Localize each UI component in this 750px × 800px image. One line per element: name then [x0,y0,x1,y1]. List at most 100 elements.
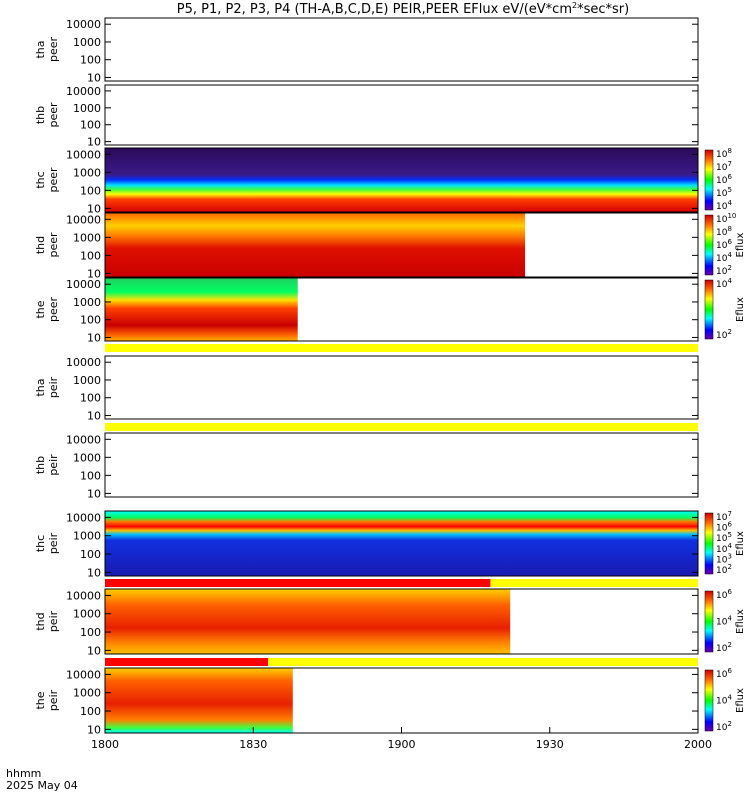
status-bar-segment [490,579,698,587]
panel-frame [104,277,699,342]
y-tick-label: 10000 [66,668,101,681]
y-tick-label: 10000 [66,85,101,98]
colorbar [704,149,714,211]
y-tick-label: 100 [80,184,101,197]
y-tick-label: 100 [80,54,101,67]
panel-label-type: peir [47,532,60,554]
status-bar-segment [105,344,698,352]
panel-frame [104,432,699,498]
time-axis: 1800 1830 1900 1930 2000 [91,727,712,751]
colorbar-tick-label: 104 [716,277,732,290]
colorbar-label: Eflux [735,297,746,322]
time-axis-label: hhmm [6,767,41,780]
status-bar [105,658,698,666]
panel-frame [104,147,699,213]
panel-label-type: peir [47,454,60,476]
panel-frame [104,212,699,278]
colorbar-tick-label: 1010 [716,212,736,225]
panel-thb-peir: 10 100 1000 10000 thb peir [34,432,699,500]
panel-label-probe: the [34,691,47,709]
panel-thc-peir: 10 100 1000 10000 thc peir 102103104105106107E… [34,510,746,579]
panel-label-probe: thd [34,236,47,254]
spectrogram-data [105,278,298,341]
y-tick-label: 10 [87,409,101,422]
colorbar-tick-label: 108 [716,147,732,160]
status-bar-segment [268,658,698,666]
x-tick-label: 2000 [684,738,712,751]
y-tick-label: 100 [80,548,101,561]
panel-label-type: peir [47,376,60,398]
panel-frame [104,84,699,146]
y-tick-label: 1000 [73,687,101,700]
y-tick-label: 1000 [73,608,101,621]
spectrogram-data [105,589,511,654]
colorbar-tick-label: 105 [716,531,732,544]
colorbar-tick-label: 102 [716,563,732,576]
y-tick-label: 1000 [73,231,101,244]
x-tick-label: 1800 [91,738,119,751]
y-tick-label: 1000 [73,451,101,464]
colorbar-label: Eflux [735,609,746,634]
colorbar-tick-label: 106 [716,173,732,186]
colorbar-tick-label: 104 [716,615,732,628]
colorbar [704,214,714,276]
panel-label-type: peer [47,102,60,128]
x-tick-label: 1900 [388,738,416,751]
panel-tha-peir: 10 100 1000 10000 tha peir [34,355,699,422]
panel-frame [104,355,699,420]
colorbar [704,590,714,653]
panel-frame [104,510,699,577]
x-tick-label: 1930 [536,738,564,751]
y-tick-label: 10 [87,487,101,500]
y-tick-label: 10 [87,566,101,579]
y-tick-label: 10000 [66,278,101,291]
y-tick-label: 10 [87,71,101,84]
panel-label-type: peir [47,689,60,711]
status-bar [105,423,698,431]
colorbar-tick-label: 107 [716,510,732,523]
y-tick-label: 1000 [73,102,101,115]
colorbar-label: Eflux [735,232,746,257]
panel-label-type: peer [47,232,60,258]
y-tick-label: 10000 [66,511,101,524]
colorbar-tick-label: 108 [716,225,732,238]
y-tick-label: 1000 [73,166,101,179]
spectrogram-data [105,511,698,576]
colorbar-tick-label: 104 [716,251,732,264]
panel-label-probe: thb [34,456,47,474]
colorbar-tick-label: 102 [716,264,732,277]
status-bar [105,344,698,352]
y-tick-label: 100 [80,314,101,327]
panel-label-probe: the [34,300,47,318]
colorbar-tick-label: 105 [716,186,732,199]
panel-frame [104,588,699,655]
y-tick-label: 100 [80,626,101,639]
colorbar-tick-label: 103 [716,552,732,565]
date-label: 2025 May 04 [6,779,78,792]
status-bar [105,579,698,587]
colorbar-tick-label: 102 [716,328,732,341]
figure-title: P5, P1, P2, P3, P4 (TH-A,B,C,D,E) PEIR,P… [177,1,629,17]
y-tick-label: 10 [87,331,101,344]
spectrogram-data [105,213,526,277]
y-tick-label: 100 [80,249,101,262]
y-tick-label: 1000 [73,296,101,309]
panel-label-type: peer [47,297,60,323]
y-tick-label: 10000 [66,356,101,369]
y-tick-label: 10000 [66,148,101,161]
y-tick-label: 10 [87,202,101,215]
panel-tha-peer: 10 100 1000 10000 tha peer [34,17,699,84]
x-tick-label: 1830 [239,738,267,751]
panel-frame [104,17,699,82]
colorbar-tick-label: 104 [716,199,732,212]
colorbar [704,512,714,575]
colorbar-tick-label: 106 [716,238,732,251]
colorbar-tick-label: 106 [716,521,732,534]
colorbar-tick-label: 104 [716,542,732,555]
colorbar-tick-label: 106 [716,667,732,680]
y-tick-label: 10 [87,723,101,736]
